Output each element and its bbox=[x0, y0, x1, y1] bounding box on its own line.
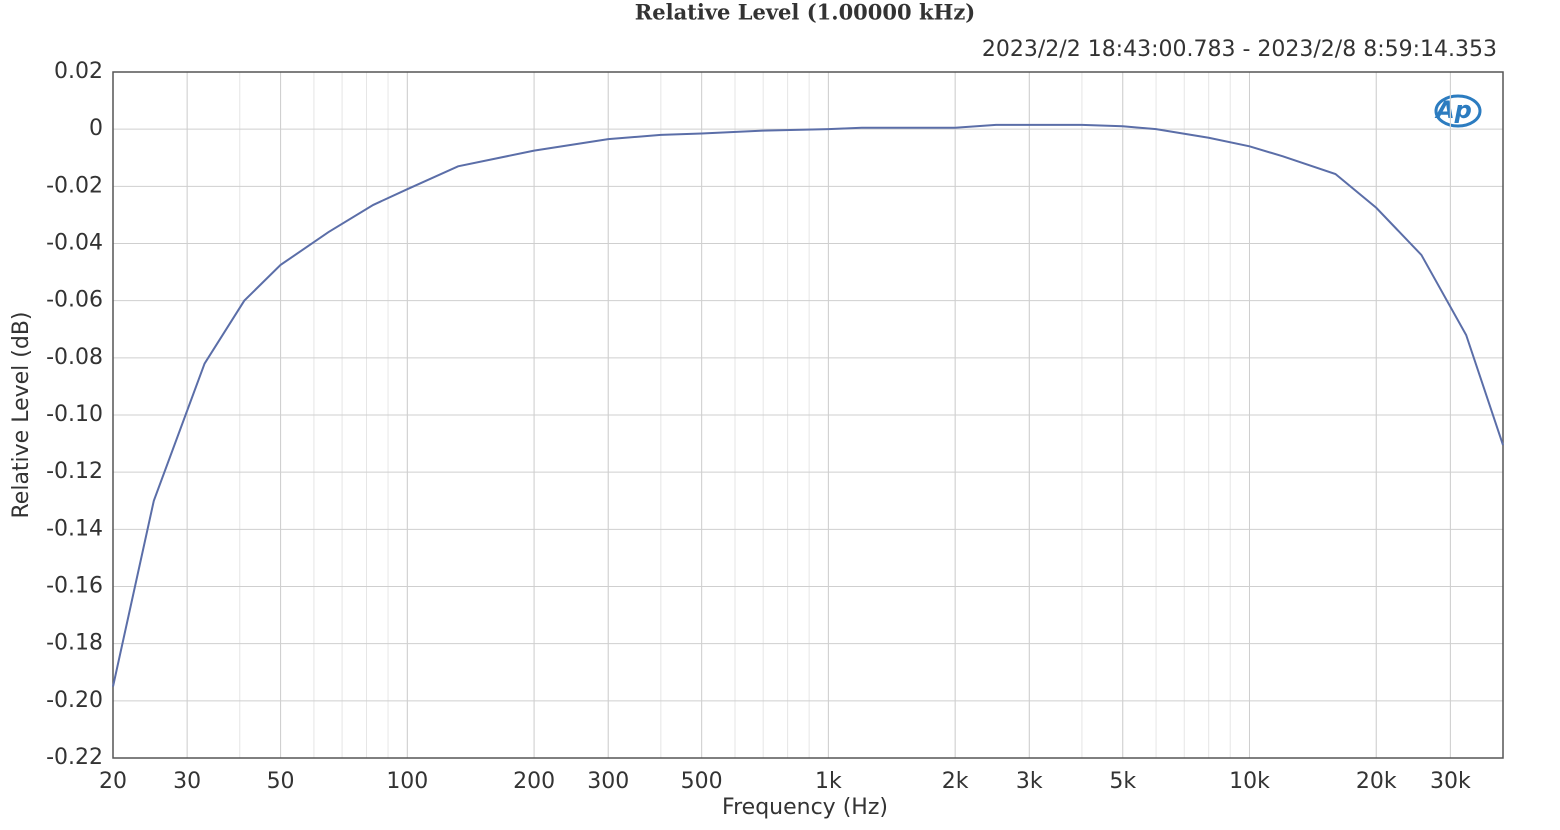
y-tick-label: -0.20 bbox=[46, 688, 103, 713]
x-tick-label: 30k bbox=[1430, 769, 1471, 794]
y-tick-label: -0.02 bbox=[46, 173, 103, 198]
y-tick-label: -0.06 bbox=[46, 288, 103, 313]
y-tick-label: -0.16 bbox=[46, 574, 103, 599]
x-tick-label: 30 bbox=[173, 769, 201, 794]
y-tick-label: -0.14 bbox=[46, 516, 103, 541]
x-tick-label: 20k bbox=[1356, 769, 1397, 794]
x-tick-label: 3k bbox=[1016, 769, 1043, 794]
y-axis-label: Relative Level (dB) bbox=[9, 311, 34, 518]
logo-ring bbox=[1434, 94, 1482, 128]
x-tick-label: 50 bbox=[267, 769, 295, 794]
x-tick-label: 10k bbox=[1229, 769, 1270, 794]
x-tick-label: 20 bbox=[99, 769, 127, 794]
x-tick-label: 200 bbox=[513, 769, 555, 794]
y-tick-label: -0.04 bbox=[46, 231, 103, 256]
x-tick-label: 5k bbox=[1109, 769, 1136, 794]
plot-frame bbox=[112, 71, 1504, 759]
x-tick-label: 300 bbox=[587, 769, 629, 794]
x-axis-label: Frequency (Hz) bbox=[722, 795, 888, 820]
x-tick-label: 500 bbox=[681, 769, 723, 794]
data-line bbox=[112, 123, 1504, 687]
subtitle: 2023/2/2 18:43:00.783 - 2023/2/8 8:59:14… bbox=[982, 37, 1497, 62]
chart-title: Relative Level (1.00000 kHz) bbox=[635, 0, 975, 25]
x-tick-label: 1k bbox=[815, 769, 842, 794]
y-tick-label: -0.22 bbox=[46, 745, 103, 770]
y-tick-label: -0.10 bbox=[46, 402, 103, 427]
logo: Ap bbox=[1434, 96, 1472, 124]
y-tick-label: 0.02 bbox=[54, 59, 103, 84]
y-tick-label: -0.12 bbox=[46, 459, 103, 484]
x-tick-label: 2k bbox=[942, 769, 969, 794]
y-tick-label: 0 bbox=[89, 116, 103, 141]
x-tick-label: 100 bbox=[386, 769, 428, 794]
y-tick-label: -0.18 bbox=[46, 631, 103, 656]
y-tick-label: -0.08 bbox=[46, 345, 103, 370]
